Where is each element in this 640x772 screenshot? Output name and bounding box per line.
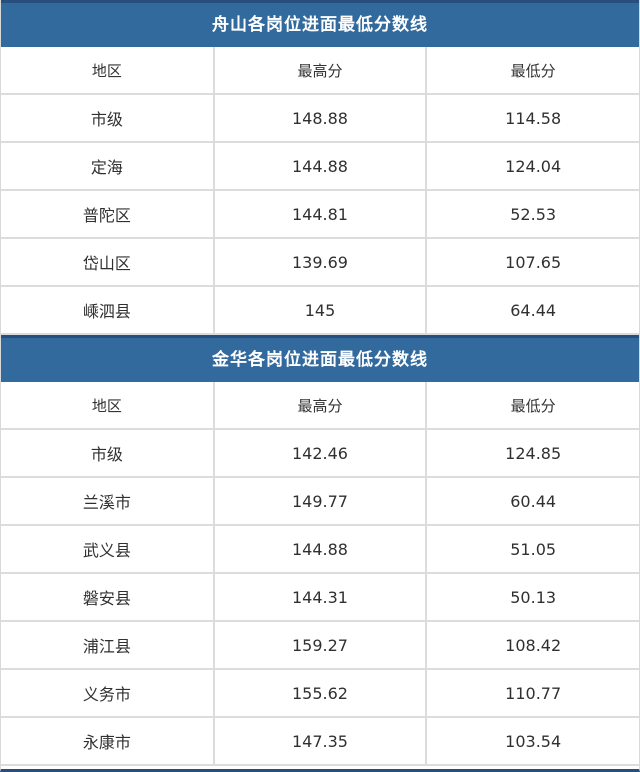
table-row: 市级 148.88 114.58 xyxy=(1,94,639,143)
table-row: 义务市 155.62 110.77 xyxy=(1,669,639,718)
region-cell: 武义县 xyxy=(1,525,214,574)
min-score-cell: 60.44 xyxy=(425,477,639,526)
max-score-cell: 148.88 xyxy=(212,94,427,143)
column-header-max-score: 最高分 xyxy=(212,382,427,430)
table-row: 定海 144.88 124.04 xyxy=(1,142,639,191)
min-score-cell: 124.04 xyxy=(425,142,639,191)
score-table-jinhua: 地区 最高分 最低分 市级 142.46 124.85 兰溪市 149.77 6… xyxy=(1,382,639,766)
table-row: 市级 142.46 124.85 xyxy=(1,429,639,478)
table-header-row: 地区 最高分 最低分 xyxy=(1,47,639,95)
max-score-cell: 144.88 xyxy=(212,525,427,574)
region-cell: 磐安县 xyxy=(1,573,214,622)
table-row: 浦江县 159.27 108.42 xyxy=(1,621,639,670)
region-cell: 定海 xyxy=(1,142,214,191)
table-section-jinhua: 金华各岗位进面最低分数线 地区 最高分 最低分 市级 142.46 124.85… xyxy=(1,335,639,766)
region-cell: 嵊泗县 xyxy=(1,286,214,335)
table-row: 永康市 147.35 103.54 xyxy=(1,717,639,766)
table-row: 普陀区 144.81 52.53 xyxy=(1,190,639,239)
score-table-zhoushan: 地区 最高分 最低分 市级 148.88 114.58 定海 144.88 12… xyxy=(1,47,639,335)
region-cell: 永康市 xyxy=(1,717,214,766)
table-row: 兰溪市 149.77 60.44 xyxy=(1,477,639,526)
column-header-max-score: 最高分 xyxy=(212,47,427,95)
min-score-cell: 124.85 xyxy=(425,429,639,478)
max-score-cell: 144.88 xyxy=(212,142,427,191)
min-score-cell: 110.77 xyxy=(425,669,639,718)
max-score-cell: 155.62 xyxy=(212,669,427,718)
max-score-cell: 144.81 xyxy=(212,190,427,239)
region-cell: 市级 xyxy=(1,94,214,143)
min-score-cell: 114.58 xyxy=(425,94,639,143)
table-title-zhoushan: 舟山各岗位进面最低分数线 xyxy=(1,0,639,47)
max-score-cell: 159.27 xyxy=(212,621,427,670)
column-header-region: 地区 xyxy=(1,47,214,95)
table-header-row: 地区 最高分 最低分 xyxy=(1,382,639,430)
column-header-region: 地区 xyxy=(1,382,214,430)
min-score-cell: 51.05 xyxy=(425,525,639,574)
max-score-cell: 147.35 xyxy=(212,717,427,766)
table-row: 岱山区 139.69 107.65 xyxy=(1,238,639,287)
max-score-cell: 145 xyxy=(212,286,427,335)
max-score-cell: 149.77 xyxy=(212,477,427,526)
min-score-cell: 103.54 xyxy=(425,717,639,766)
table-title-jinhua: 金华各岗位进面最低分数线 xyxy=(1,335,639,382)
max-score-cell: 139.69 xyxy=(212,238,427,287)
max-score-cell: 142.46 xyxy=(212,429,427,478)
table-row: 磐安县 144.31 50.13 xyxy=(1,573,639,622)
region-cell: 岱山区 xyxy=(1,238,214,287)
region-cell: 义务市 xyxy=(1,669,214,718)
min-score-cell: 64.44 xyxy=(425,286,639,335)
column-header-min-score: 最低分 xyxy=(425,382,639,430)
min-score-cell: 107.65 xyxy=(425,238,639,287)
region-cell: 市级 xyxy=(1,429,214,478)
table-row: 武义县 144.88 51.05 xyxy=(1,525,639,574)
region-cell: 兰溪市 xyxy=(1,477,214,526)
column-header-min-score: 最低分 xyxy=(425,47,639,95)
min-score-cell: 108.42 xyxy=(425,621,639,670)
table-section-zhoushan: 舟山各岗位进面最低分数线 地区 最高分 最低分 市级 148.88 114.58… xyxy=(1,0,639,335)
region-cell: 浦江县 xyxy=(1,621,214,670)
min-score-cell: 50.13 xyxy=(425,573,639,622)
max-score-cell: 144.31 xyxy=(212,573,427,622)
table-row: 嵊泗县 145 64.44 xyxy=(1,286,639,335)
region-cell: 普陀区 xyxy=(1,190,214,239)
min-score-cell: 52.53 xyxy=(425,190,639,239)
